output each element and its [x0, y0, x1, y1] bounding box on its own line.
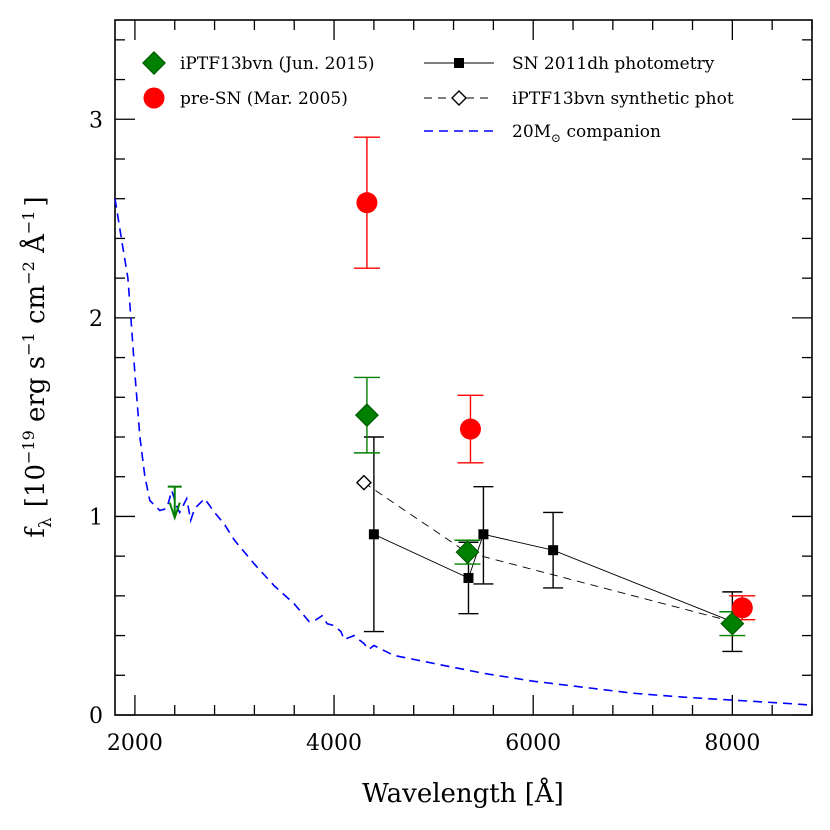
- y-title-exp4: −1: [19, 211, 38, 235]
- legend-label-sn2011dh: SN 2011dh photometry: [512, 54, 715, 74]
- y-tick-label: 3: [89, 108, 103, 133]
- tick-labels: 2000 4000 6000 8000 0 1 2 3: [89, 108, 760, 756]
- legend-companion-word: companion: [561, 122, 661, 142]
- y-title-open: [10: [21, 464, 51, 507]
- legend-marker-pre-sn: [143, 87, 165, 109]
- legend-label-iptf13bvn: iPTF13bvn (Jun. 2015): [180, 54, 375, 74]
- x-tick-label: 6000: [505, 731, 561, 756]
- legend-companion-mass: 20M: [512, 122, 551, 142]
- y-tick-label: 0: [89, 704, 103, 729]
- chart-marks: [114, 136, 813, 706]
- y-tick-label: 2: [89, 307, 103, 332]
- x-tick-label: 2000: [107, 731, 163, 756]
- x-tick-label: 4000: [306, 731, 362, 756]
- iptf13bvn-point: [720, 611, 745, 636]
- plot-frame: [114, 19, 813, 716]
- legend-marker-sn2011dh: [454, 58, 464, 68]
- legend-companion-sun-symbol: ⊙: [551, 131, 561, 145]
- y-title-exp1: −19: [19, 430, 38, 464]
- upper-limit-arrowhead: [168, 502, 181, 521]
- pre-sn-point: [356, 192, 378, 214]
- legend-marker-synthetic: [451, 90, 467, 106]
- iptf13bvn-point: [455, 540, 480, 565]
- y-tick-label: 1: [89, 505, 103, 530]
- x-axis-title: Wavelength [Å]: [362, 777, 564, 809]
- sn2011dh-point: [478, 529, 489, 540]
- y-title-close: ]: [21, 196, 51, 206]
- legend-marker-iptf13bvn: [142, 51, 166, 75]
- axis-ticks: [115, 20, 813, 716]
- legend-label-pre-sn: pre-SN (Mar. 2005): [180, 89, 348, 109]
- y-title-f: f: [21, 526, 51, 538]
- y-axis-title: fλ[10−19 erg s−1 cm−2 Å−1]: [19, 196, 56, 537]
- y-title-exp2: −1: [19, 332, 38, 356]
- sn2011dh-point: [548, 545, 559, 556]
- y-title-cm: cm: [21, 285, 51, 332]
- companion-model-curve: [114, 198, 813, 706]
- y-title-angstrom: Å: [19, 233, 51, 261]
- x-tick-label: 8000: [704, 731, 760, 756]
- sn2011dh-point: [463, 572, 474, 583]
- pre-sn-point: [731, 597, 753, 619]
- y-title-exp3: −2: [19, 261, 38, 285]
- pre-sn-point: [459, 418, 481, 440]
- legend: iPTF13bvn (Jun. 2015) pre-SN (Mar. 2005) S…: [142, 51, 734, 145]
- y-title-lambda: λ: [36, 517, 56, 528]
- iptf13bvn-point: [354, 403, 379, 428]
- legend-label-companion: 20M⊙ companion: [512, 122, 661, 145]
- synthetic-phot-point: [355, 474, 372, 491]
- legend-label-synthetic: iPTF13bvn synthetic phot: [512, 89, 734, 109]
- y-title-erg-s: erg s: [21, 356, 51, 430]
- sn2011dh-point: [368, 529, 379, 540]
